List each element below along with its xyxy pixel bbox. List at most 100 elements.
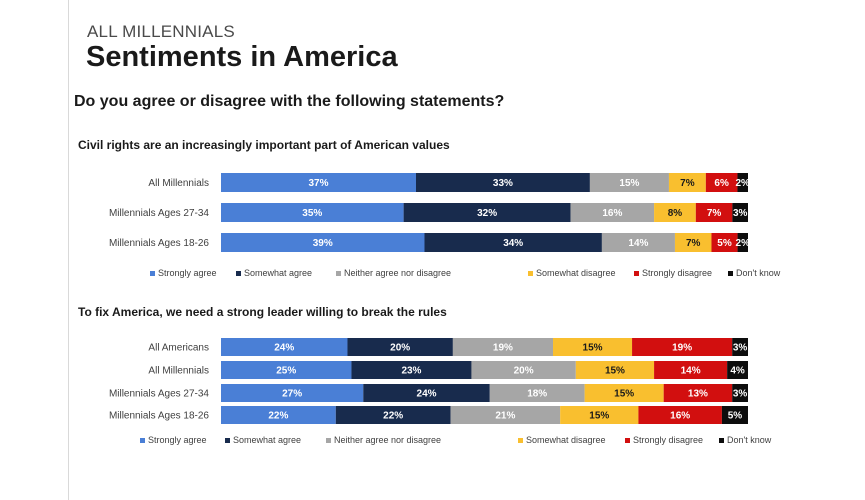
chart-title-strong-leader: To fix America, we need a strong leader … (78, 305, 447, 319)
legend-label-neither: Neither agree nor disagree (334, 435, 441, 445)
bar-segment-strongly_disagree (632, 338, 733, 356)
bar-segment-strongly_agree (221, 338, 348, 356)
legend-label-neither: Neither agree nor disagree (344, 268, 451, 278)
data-label-dont_know: 3% (733, 208, 748, 219)
bar-segment-neither (450, 406, 561, 424)
data-label-dont_know: 2% (736, 178, 751, 189)
data-label-somewhat_agree: 24% (417, 389, 437, 400)
bar-segment-neither (589, 173, 669, 192)
category-label-millennials-ages-18-26: Millennials Ages 18-26 (109, 238, 209, 249)
left-divider-line (68, 0, 69, 500)
bar-segment-strongly_agree (221, 203, 404, 222)
bar-segment-neither (601, 233, 675, 252)
bar-segment-somewhat_agree (363, 384, 490, 402)
bar-segment-somewhat_disagree (584, 384, 664, 402)
legend-swatch-dont_know (719, 438, 724, 443)
bar-segment-neither (471, 361, 576, 379)
data-label-somewhat_disagree: 7% (686, 238, 701, 249)
legend-swatch-somewhat_disagree (518, 438, 523, 443)
legend-label-somewhat_disagree: Somewhat disagree (526, 435, 606, 445)
legend-swatch-dont_know (728, 271, 733, 276)
data-label-strongly_disagree: 13% (688, 389, 708, 400)
legend-swatch-neither (326, 438, 331, 443)
bar-segment-somewhat_disagree (654, 203, 696, 222)
data-label-dont_know: 2% (736, 238, 751, 249)
data-label-somewhat_disagree: 15% (614, 389, 634, 400)
legend-swatch-strongly_agree (150, 271, 155, 276)
bar-segment-strongly_agree (221, 406, 336, 424)
bar-segment-strongly_disagree (695, 203, 733, 222)
bar-segment-strongly_agree (221, 361, 352, 379)
legend-label-strongly_disagree: Strongly disagree (642, 268, 712, 278)
bar-segment-dont_know (737, 233, 748, 252)
bar-segment-somewhat_disagree (575, 361, 655, 379)
bar-segment-somewhat_agree (335, 406, 451, 424)
data-label-strongly_disagree: 5% (717, 238, 732, 249)
data-label-dont_know: 4% (730, 366, 745, 377)
bar-segment-dont_know (732, 384, 748, 402)
data-label-dont_know: 3% (733, 389, 748, 400)
legend-label-strongly_agree: Strongly agree (158, 268, 217, 278)
bar-segment-strongly_disagree (711, 233, 738, 252)
data-label-strongly_agree: 27% (282, 389, 302, 400)
data-label-strongly_agree: 24% (274, 343, 294, 354)
bar-segment-dont_know (732, 203, 748, 222)
bar-segment-strongly_disagree (638, 406, 722, 424)
data-label-somewhat_disagree: 15% (589, 411, 609, 422)
bar-segment-strongly_agree (221, 173, 416, 192)
page-title: Sentiments in America (86, 41, 398, 73)
data-label-neither: 18% (527, 389, 547, 400)
legend-swatch-neither (336, 271, 341, 276)
data-label-strongly_agree: 22% (268, 411, 288, 422)
bar-segment-neither (570, 203, 655, 222)
data-label-neither: 14% (628, 238, 648, 249)
legend-label-strongly_agree: Strongly agree (148, 435, 207, 445)
data-label-somewhat_agree: 33% (493, 178, 513, 189)
legend-swatch-strongly_disagree (625, 438, 630, 443)
legend-swatch-somewhat_disagree (528, 271, 533, 276)
data-label-strongly_disagree: 7% (707, 208, 722, 219)
bar-segment-strongly_agree (221, 384, 364, 402)
bar-segment-somewhat_disagree (553, 338, 633, 356)
legend-swatch-somewhat_agree (236, 271, 241, 276)
data-label-somewhat_agree: 22% (383, 411, 403, 422)
legend-label-somewhat_agree: Somewhat agree (233, 435, 301, 445)
section-kicker: ALL MILLENNIALS (87, 22, 235, 41)
bar-segment-somewhat_agree (424, 233, 602, 252)
bar-segment-neither (489, 384, 585, 402)
data-label-somewhat_disagree: 15% (605, 366, 625, 377)
data-label-somewhat_disagree: 8% (668, 208, 683, 219)
legend-swatch-somewhat_agree (225, 438, 230, 443)
bar-segment-strongly_disagree (705, 173, 738, 192)
legend-label-somewhat_agree: Somewhat agree (244, 268, 312, 278)
data-label-somewhat_agree: 32% (477, 208, 497, 219)
data-label-somewhat_disagree: 15% (583, 343, 603, 354)
bar-segment-dont_know (732, 338, 748, 356)
data-label-strongly_disagree: 16% (670, 411, 690, 422)
bar-segment-somewhat_agree (351, 361, 472, 379)
data-label-strongly_agree: 35% (302, 208, 322, 219)
chart-title-civil-rights: Civil rights are an increasingly importa… (78, 138, 450, 152)
category-label-all-millennials: All Millennials (148, 178, 209, 189)
bar-segment-dont_know (727, 361, 748, 379)
bar-segment-neither (452, 338, 554, 356)
data-label-strongly_agree: 39% (313, 238, 333, 249)
category-label-millennials-ages-27-34: Millennials Ages 27-34 (109, 389, 209, 400)
data-label-dont_know: 5% (728, 411, 743, 422)
legend-label-dont_know: Don't know (736, 268, 781, 278)
bar-segment-dont_know (721, 406, 748, 424)
data-label-strongly_agree: 25% (276, 366, 296, 377)
data-label-strongly_agree: 37% (308, 178, 328, 189)
data-label-somewhat_agree: 34% (503, 238, 523, 249)
survey-question: Do you agree or disagree with the follow… (74, 93, 505, 110)
bar-segment-strongly_agree (221, 233, 425, 252)
data-label-somewhat_agree: 20% (390, 343, 410, 354)
category-label-all-americans: All Americans (148, 343, 209, 354)
data-label-strongly_disagree: 19% (672, 343, 692, 354)
legend-label-strongly_disagree: Strongly disagree (633, 435, 703, 445)
data-label-somewhat_disagree: 7% (680, 178, 695, 189)
data-label-neither: 20% (514, 366, 534, 377)
bar-segment-somewhat_disagree (560, 406, 639, 424)
legend-label-dont_know: Don't know (727, 435, 772, 445)
